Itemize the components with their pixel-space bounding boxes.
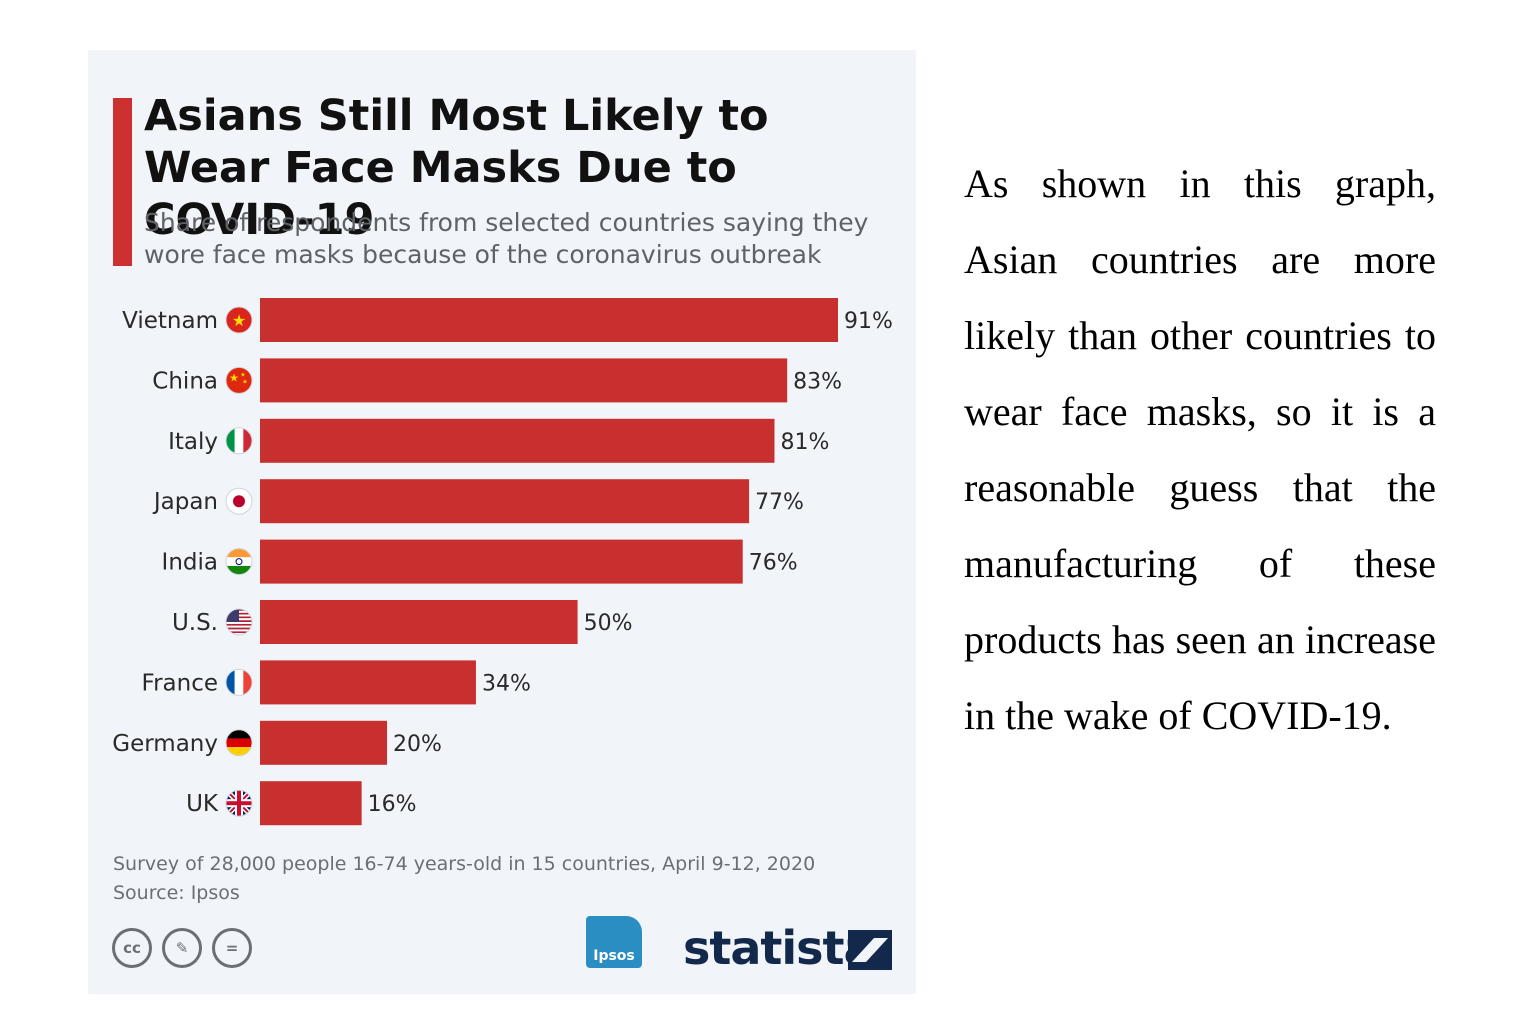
bar [260, 660, 476, 705]
bar [260, 600, 578, 644]
category-label: France [142, 670, 218, 696]
chart-footnote: Survey of 28,000 people 16-74 years-old … [113, 850, 893, 908]
bar-row: UK 16% [186, 781, 417, 826]
svg-text:★: ★ [229, 371, 239, 384]
category-label: U.S. [172, 610, 218, 636]
bar-row: France 34% [142, 660, 531, 705]
statista-mark-icon [848, 930, 892, 970]
italy-flag-icon [225, 427, 253, 455]
china-flag-icon: ★ ★★ [225, 366, 253, 394]
creative-commons-icon[interactable]: cc [112, 928, 152, 968]
category-label: Germany [112, 731, 218, 757]
japan-flag-icon [225, 487, 253, 515]
value-label: 50% [584, 611, 633, 636]
bar [260, 781, 362, 826]
category-label: Japan [152, 489, 218, 515]
chart-title: Asians Still Most Likely to Wear Face Ma… [144, 91, 769, 245]
bar-row: Germany 20% [112, 720, 442, 765]
value-label: 83% [793, 369, 842, 394]
survey-note: Survey of 28,000 people 16-74 years-old … [113, 853, 816, 875]
value-label: 91% [844, 309, 893, 334]
chart-card: Asians Still Most Likely to Wear Face Ma… [88, 50, 916, 994]
ipsos-logo[interactable]: Ipsos [586, 916, 642, 968]
no-derivatives-icon[interactable]: = [212, 928, 252, 968]
value-label: 81% [780, 430, 829, 455]
bar [260, 358, 788, 403]
category-label: Vietnam [122, 308, 218, 334]
value-label: 20% [393, 732, 442, 757]
us-flag-icon [225, 608, 253, 636]
value-label: 77% [755, 490, 804, 515]
bar [260, 479, 750, 524]
category-label: Italy [168, 429, 218, 455]
bar-row: Japan 77% [152, 479, 804, 524]
svg-text:★: ★ [232, 311, 246, 330]
chart-subtitle: Share of respondents from selected count… [144, 208, 869, 269]
bar-row: Vietnam ★ 91% [122, 298, 893, 342]
attribution-icon[interactable]: ✎ [162, 928, 202, 968]
bar-chart: Vietnam ★ 91%China ★ ★★ 83%Italy 81%Japan 77%In… [112, 298, 893, 826]
svg-text:★: ★ [240, 371, 245, 378]
bar-row: India 76% [162, 539, 798, 584]
value-label: 16% [368, 792, 417, 817]
category-label: UK [186, 791, 219, 817]
body-paragraph: As shown in this graph, Asian countries … [964, 161, 1436, 738]
bar-row: China ★ ★★ 83% [152, 358, 842, 403]
bar [260, 298, 838, 342]
source-note: Source: Ipsos [113, 882, 240, 904]
svg-text:★: ★ [242, 378, 247, 385]
bar-row: U.S. 50% [172, 600, 633, 644]
bar [260, 720, 388, 765]
bar-row: Italy 81% [168, 418, 829, 463]
statista-logo[interactable]: statista [683, 921, 875, 975]
value-label: 34% [482, 671, 531, 696]
vietnam-flag-icon: ★ [225, 306, 253, 334]
uk-flag-icon [225, 789, 253, 817]
france-flag-icon [225, 668, 253, 696]
category-label: India [162, 550, 218, 576]
bar [260, 418, 775, 463]
germany-flag-icon [225, 729, 253, 757]
category-label: China [152, 368, 218, 394]
india-flag-icon [225, 548, 253, 576]
title-accent-bar [113, 98, 132, 266]
bar [260, 539, 743, 584]
value-label: 76% [749, 551, 798, 576]
